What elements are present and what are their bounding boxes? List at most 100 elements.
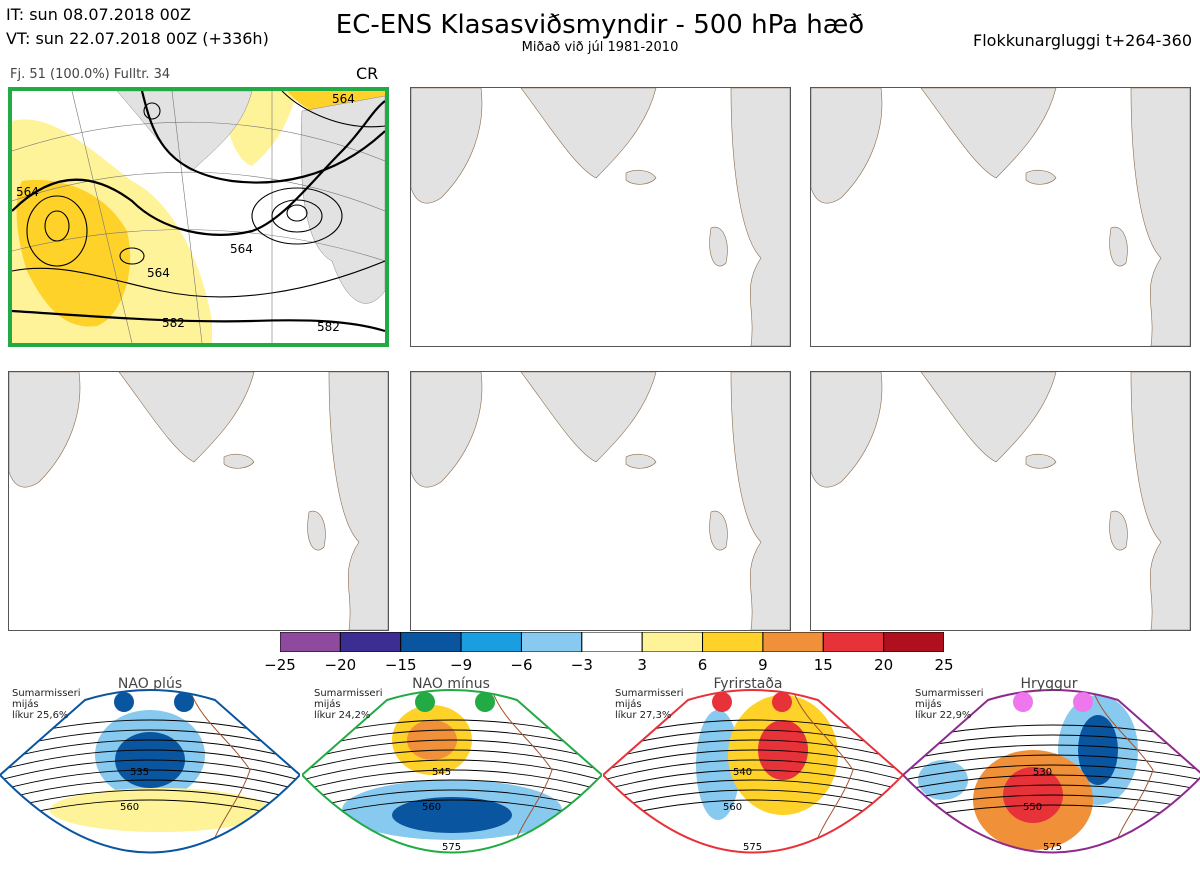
regime-note: Sumarmisseri mijás líkur 25,6% [12,688,81,721]
colorbar-tick-label: −15 [384,656,417,674]
greenland-land [118,372,255,463]
regime-fan-border [302,689,602,854]
regime-title: NAO plús [117,676,183,692]
canada-land [811,88,883,204]
iceland-land [625,453,657,469]
greenland-land [520,372,657,463]
regime-contour-label: 540 [733,767,752,778]
regime-contour-label: 545 [432,767,451,778]
contour-label-582-south: 582 [162,316,185,330]
regime-contour [302,759,602,781]
regime-contour-label: 575 [1043,842,1062,853]
regime-contour [903,734,1200,751]
colorbar-tick-label: 9 [758,656,768,674]
regime-marker-dot [475,692,495,712]
colorbar-segment [460,632,522,652]
cluster-code-label: CR [356,64,379,83]
regime-anomaly-blob [918,760,968,800]
regime-contour-label: 530 [1033,767,1052,778]
regime-contour [302,769,602,791]
contour-label-582-east: 582 [317,320,340,334]
regime-marker-dot [1073,692,1093,712]
colorbar-segment [883,632,944,652]
regime-contour [603,789,903,811]
europe-land [1130,88,1190,346]
regime-marker-dot [1013,692,1033,712]
colorbar-tick-label: 15 [813,656,833,674]
regime-contour-label: 560 [422,802,441,813]
greenland-land [920,372,1057,463]
colorbar-segment [339,632,402,652]
regime-fan: 530 550 575 [903,689,1200,854]
regime-contour [0,779,300,801]
canada-land [411,372,483,488]
regime-fan-border [0,689,300,854]
regime-contour [603,779,903,801]
page-title: EC-ENS Klasasviðsmyndir - 500 hPa hæð [335,10,865,40]
regime-contour [903,784,1200,801]
colorbar-segment [280,632,341,652]
colorbar-segment [581,632,643,652]
map-panel-2[interactable] [410,87,791,347]
map-panel-6[interactable] [810,371,1191,631]
colorbar-tick-label: −9 [450,656,473,674]
regime-fan: 540 560 575 [603,689,903,854]
greenland-land [920,88,1057,179]
map-panel-main[interactable]: 564 582 564 564 564 582 [8,87,389,347]
regime-anomaly-blob [696,710,740,820]
regime-title: NAO mínus [412,676,490,692]
iceland-land [625,169,657,185]
map-panel-4[interactable] [8,371,389,631]
colorbar-segment [762,632,824,652]
regime-contour [903,764,1200,781]
contour-label-564-west: 564 [147,266,170,280]
regime-contour [0,769,300,791]
map-panel-5[interactable] [410,371,791,631]
contour-label-564-north: 564 [332,92,355,106]
colorbar-segment [520,632,583,652]
britain-land [1109,226,1128,267]
colorbar-tick-label: −25 [264,656,296,674]
colorbar-tick-label: −6 [510,656,533,674]
regime-fan: 535 560 [0,689,300,854]
britain-land [1109,510,1128,551]
regime-contour [0,749,300,771]
regime-coastline [1092,690,1154,851]
regime-coastline [491,690,553,851]
regime-contour-label: 535 [130,767,149,778]
map-main-svg: 564 582 564 564 564 582 [12,91,385,343]
contour-label-564-far-west: 564 [16,185,39,199]
regime-title: Hryggur [1020,676,1078,692]
regime-note: Sumarmisseri mijás líkur 22,9% [915,688,984,721]
colorbar-segment [702,632,764,652]
page-subtitle: Miðað við júl 1981-2010 [521,40,679,55]
regime-coastline [189,690,251,851]
regime-contour [603,769,903,791]
canada-land [9,372,81,488]
regime-contour [603,759,903,781]
iceland-land [1025,453,1057,469]
map-svg [9,372,388,630]
contour-labels: 564 582 564 564 564 582 [16,92,355,334]
regime-anomaly-blob [758,720,808,780]
canada-land [411,88,483,204]
regime-marker-dot [174,692,194,712]
map-svg [811,372,1190,630]
europe-land [730,88,790,346]
regime-contour-label: 575 [442,842,461,853]
regime-contour [903,754,1200,771]
colorbar-tick-label: −20 [324,656,357,674]
regime-contour-label: 550 [1023,802,1042,813]
regime-marker-dot [114,692,134,712]
regime-contour [0,759,300,781]
colorbar-segment [822,632,885,652]
colorbar-tick-label: 6 [697,656,708,674]
regime-anomaly-blob [392,797,512,833]
regime-coastline [792,690,854,851]
colorbar [280,632,944,652]
regime-marker-dot [415,692,435,712]
regime-contour-label: 560 [120,802,139,813]
map-panel-3[interactable] [810,87,1191,347]
map-svg [411,88,790,346]
colorbar-tick-label: 20 [874,656,894,674]
